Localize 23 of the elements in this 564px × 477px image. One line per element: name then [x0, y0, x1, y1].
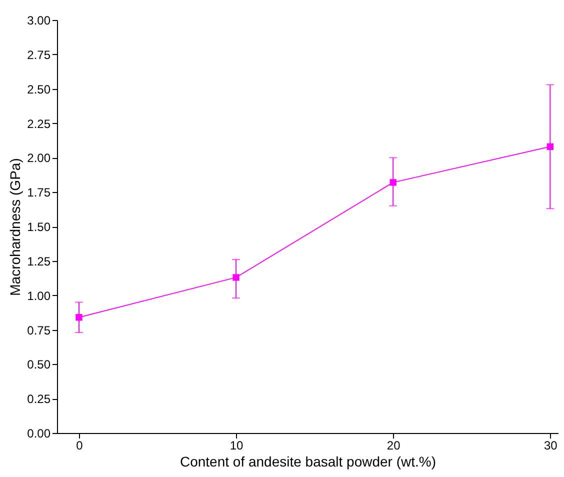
- x-tick-label: 10: [230, 438, 244, 452]
- x-tick-label: 20: [386, 438, 401, 452]
- x-tick-label: 30: [544, 438, 558, 452]
- y-tick-label: 1.75: [27, 186, 51, 200]
- y-tick-label: 2.50: [27, 82, 51, 96]
- y-tick-label: 0.50: [27, 358, 51, 372]
- point: [76, 314, 82, 321]
- point: [390, 179, 396, 186]
- y-tick-label: 0.00: [27, 426, 51, 440]
- x-tick-label: 0: [76, 438, 84, 452]
- y-tick-label: 2.25: [27, 116, 51, 131]
- y-tick-label: 1.00: [27, 288, 51, 303]
- y-tick-label: 2.75: [27, 48, 51, 62]
- y-tick-label: 0.25: [27, 392, 51, 406]
- x-axis-title: Content of andesite basalt powder (wt.%): [180, 454, 436, 470]
- y-axis-title: Macrohardness (GPa): [7, 158, 24, 296]
- y-tick-label: 0.75: [27, 323, 51, 338]
- point: [232, 274, 240, 281]
- y-tick-label: 2.00: [27, 151, 51, 166]
- y-tick-label: 3.00: [27, 14, 51, 28]
- point: [546, 143, 554, 150]
- y-tick-label: 1.50: [27, 220, 51, 234]
- y-tick-label: 1.25: [27, 254, 51, 268]
